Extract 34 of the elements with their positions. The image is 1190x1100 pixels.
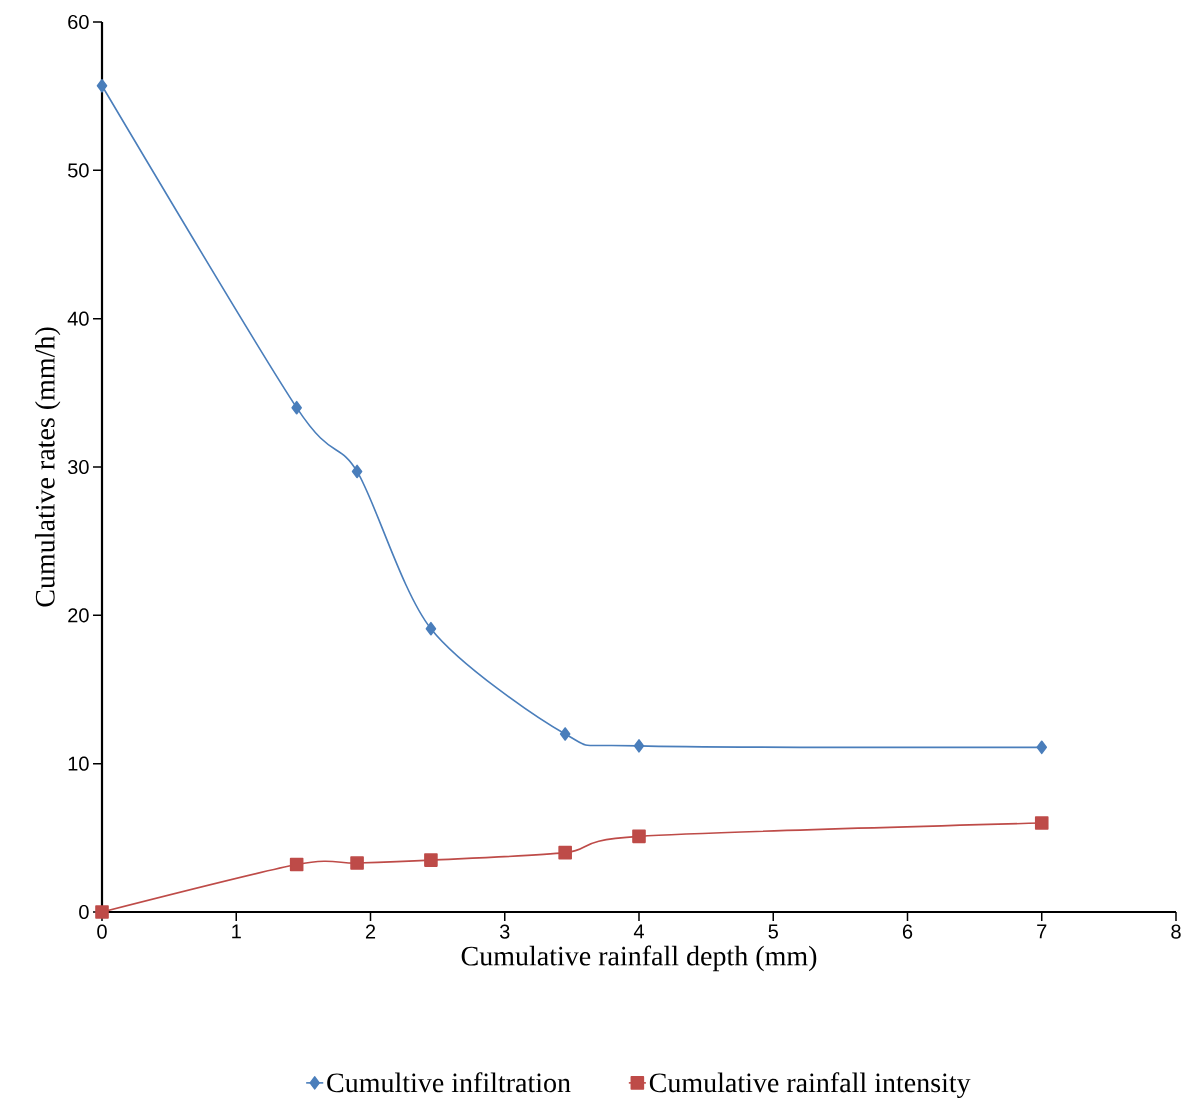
point	[558, 845, 572, 860]
x-tick-label: 8	[1171, 924, 1181, 939]
x-tick-label: 5	[768, 924, 778, 939]
x-tick-label: 6	[902, 924, 913, 939]
x-tick-label: 2	[365, 924, 376, 939]
point	[1036, 740, 1048, 755]
x-tick-label: 1	[232, 924, 241, 939]
x-axis-title: Cumulative rainfall depth (mm)	[461, 945, 817, 972]
point	[96, 78, 108, 93]
y-tick-label: 60	[68, 14, 89, 30]
point	[425, 621, 437, 636]
x-tick-label: 3	[499, 924, 510, 939]
y-tick-label: 20	[68, 608, 89, 623]
point	[291, 400, 302, 415]
point	[351, 464, 363, 479]
y-tick-label: 0	[79, 904, 89, 920]
y-tick-label: 40	[67, 311, 89, 326]
x-tick-label: 7	[1037, 924, 1047, 939]
x-tick-label: 0	[97, 924, 107, 939]
point	[424, 853, 438, 867]
legend-label: Cumulative rainfall intensity	[649, 1072, 971, 1099]
point	[1034, 816, 1049, 830]
x-tick-label: 4	[633, 924, 644, 939]
point	[289, 857, 304, 872]
y-tick-label: 10	[68, 756, 89, 771]
point	[95, 905, 109, 919]
point	[633, 739, 645, 753]
y-tick-label: 50	[68, 163, 89, 178]
point	[559, 727, 571, 741]
point	[632, 829, 646, 844]
y-tick-label: 30	[67, 459, 89, 475]
legend-label: Cumultive infiltration	[327, 1072, 571, 1093]
y-axis-title: Cumulative rates (mm/h)	[34, 327, 61, 607]
point	[350, 856, 364, 870]
